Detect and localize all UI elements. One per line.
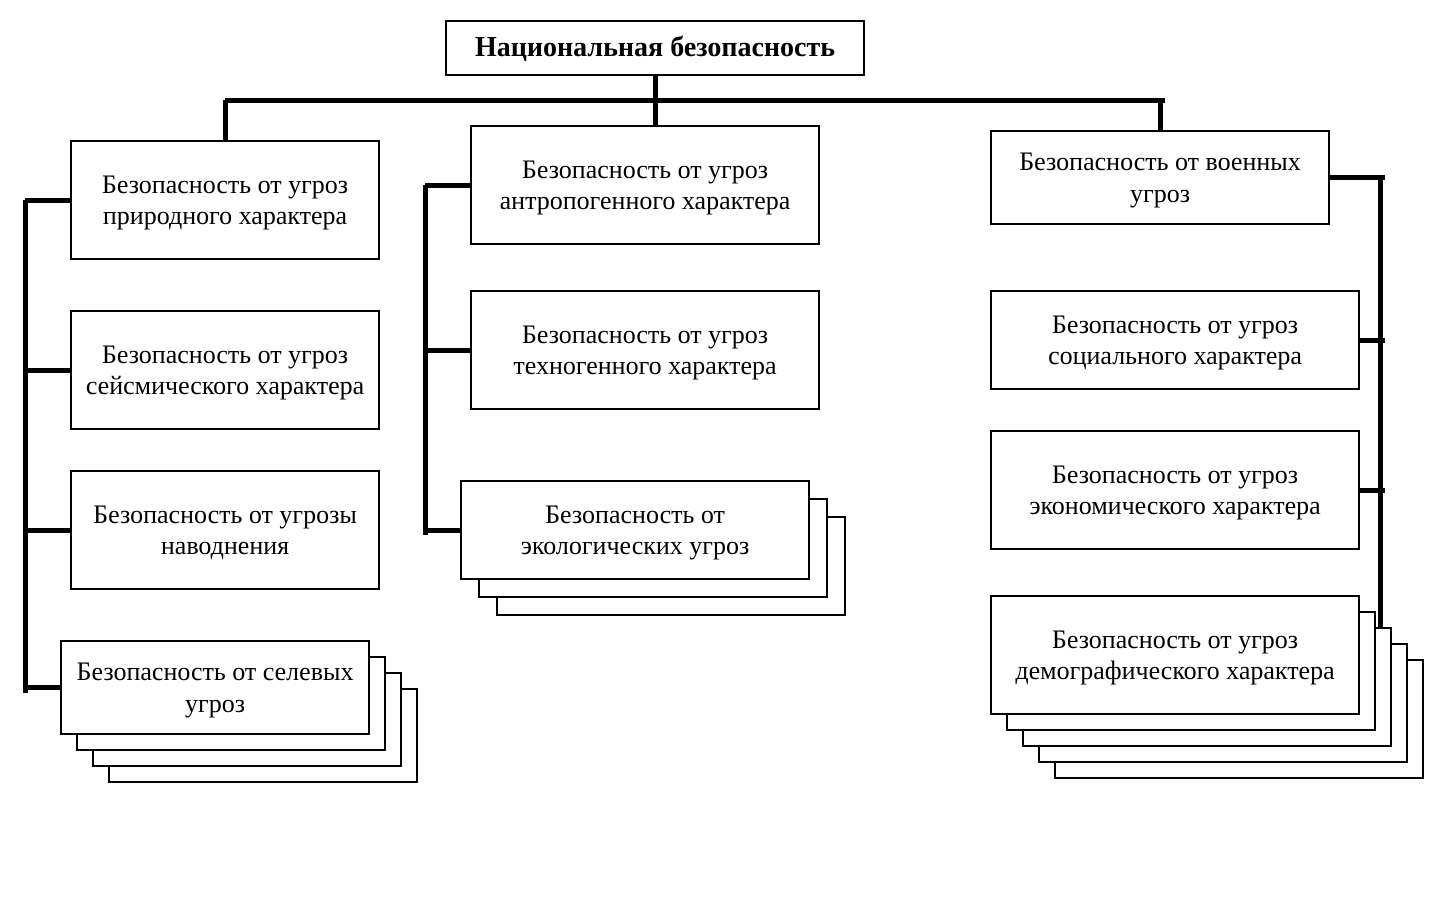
connector-line [25,528,75,533]
node-c3n1: Безопасность от военных угроз [990,130,1330,225]
diagram-stage: Национальная безопасность Безопасность от… [0,0,1433,900]
node-c3n2: Безопасность от угроз социального характ… [990,290,1360,390]
node-c2n3-label: Безопасность от экологических угроз [472,499,798,561]
node-c3n3: Безопасность от угроз экономического хар… [990,430,1360,550]
connector-line [225,98,1165,103]
node-c2n2: Безопасность от угроз техногенного харак… [470,290,820,410]
connector-line [1360,488,1385,493]
node-c1n4: Безопасность от селевых угроз [60,640,370,735]
connector-line [1330,175,1385,180]
root-node: Национальная безопасность [445,20,865,76]
connector-line [223,100,228,145]
connector-line [423,185,428,535]
node-c3n4: Безопасность от угроз демографического х… [990,595,1360,715]
node-c2n3: Безопасность от экологических угроз [460,480,810,580]
node-c1n1: Безопасность от угроз природного характе… [70,140,380,260]
node-c3n1-label: Безопасность от военных угроз [1002,146,1318,208]
connector-line [1360,338,1385,343]
node-c2n1-label: Безопасность от угроз антропогенного хар… [482,154,808,216]
connector-line [23,200,28,693]
connector-line [425,183,475,188]
node-c3n3-label: Безопасность от угроз экономического хар… [1002,459,1348,521]
node-c1n4-label: Безопасность от селевых угроз [72,656,358,718]
node-c1n2-label: Безопасность от угроз сейсмического хара… [82,339,368,401]
node-c1n1-label: Безопасность от угроз природного характе… [82,169,368,231]
connector-line [25,198,75,203]
connector-line [425,348,475,353]
connector-line [425,528,465,533]
connector-line [1378,178,1383,661]
node-c3n4-label: Безопасность от угроз демографического х… [1002,624,1348,686]
node-c1n3: Безопасность от угрозы наводнения [70,470,380,590]
node-c1n2: Безопасность от угроз сейсмического хара… [70,310,380,430]
node-c1n3-label: Безопасность от угрозы наводнения [82,499,368,561]
node-c2n1: Безопасность от угроз антропогенного хар… [470,125,820,245]
connector-line [25,685,65,690]
root-node-label: Национальная безопасность [475,31,835,65]
connector-line [25,368,75,373]
node-c3n2-label: Безопасность от угроз социального характ… [1002,309,1348,371]
node-c2n2-label: Безопасность от угроз техногенного харак… [482,319,808,381]
